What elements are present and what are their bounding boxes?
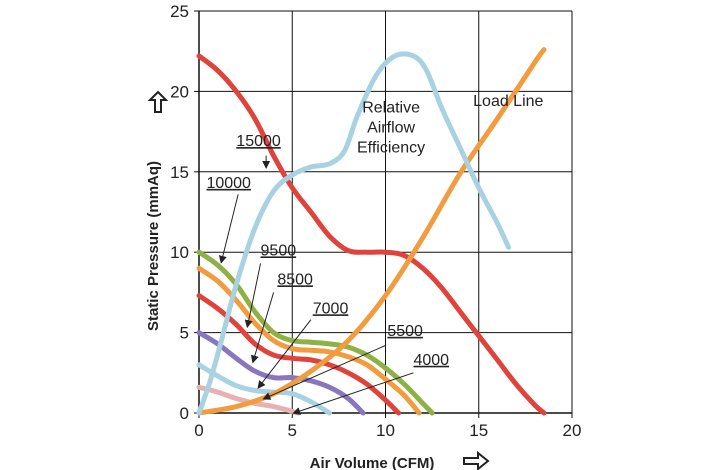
x-tick-label: 10 <box>376 421 395 440</box>
series-line-4000 <box>196 384 301 416</box>
rpm-label-7000: 7000 <box>313 300 349 317</box>
series-layer <box>196 47 547 416</box>
y-tick-label: 0 <box>180 404 189 423</box>
y-tick-label: 15 <box>170 163 189 182</box>
arrow-up-icon <box>147 90 169 113</box>
rpm-label-4000: 4000 <box>413 352 449 369</box>
efficiency-label-line-1: Relative <box>362 99 420 116</box>
series-line-7000 <box>196 330 366 416</box>
pointer-10000 <box>218 194 239 264</box>
pointer-9500 <box>244 263 262 329</box>
arrow-right-icon <box>463 450 490 470</box>
x-tick-label: 20 <box>563 421 582 440</box>
series-line-9500 <box>196 265 422 416</box>
x-tick-label: 5 <box>288 421 297 440</box>
y-tick-label: 20 <box>170 82 189 101</box>
series-line-8500 <box>196 293 402 416</box>
y-tick-label: 5 <box>180 324 189 343</box>
pointer-7000 <box>257 319 312 389</box>
chart-grid <box>198 10 573 414</box>
pointer-4000 <box>292 372 414 415</box>
series-line-15000 <box>196 53 547 416</box>
rpm-label-10000: 10000 <box>206 175 251 192</box>
pointer-layer <box>218 155 414 415</box>
load-line-label: Load Line <box>473 93 543 110</box>
rpm-label-8500: 8500 <box>277 271 313 288</box>
x-tick-label: 0 <box>194 421 203 440</box>
pointer-5500 <box>262 345 386 400</box>
efficiency-label-line-3: Efficiency <box>357 139 425 156</box>
rpm-label-5500: 5500 <box>387 323 423 340</box>
efficiency-label-line-2: Airflow <box>367 119 415 136</box>
chart-axes: 0 5 10 15 20 0 5 10 15 20 25 <box>170 2 581 440</box>
y-axis-label: Static Pressure (mmAq) <box>145 161 162 331</box>
series-line-relative-airflow-efficiency <box>196 51 512 416</box>
series-line-5500 <box>196 362 332 416</box>
load-line-text: Load Line <box>473 93 543 110</box>
y-tick-label: 25 <box>170 2 189 21</box>
rpm-label-15000: 15000 <box>236 133 281 150</box>
rpm-label-9500: 9500 <box>261 242 297 259</box>
efficiency-label: Relative Airflow Efficiency <box>357 99 425 156</box>
x-tick-label: 15 <box>469 421 488 440</box>
pointer-8500 <box>250 292 275 364</box>
y-tick-label: 10 <box>170 243 189 262</box>
x-axis-label: Air Volume (CFM) <box>310 455 435 470</box>
